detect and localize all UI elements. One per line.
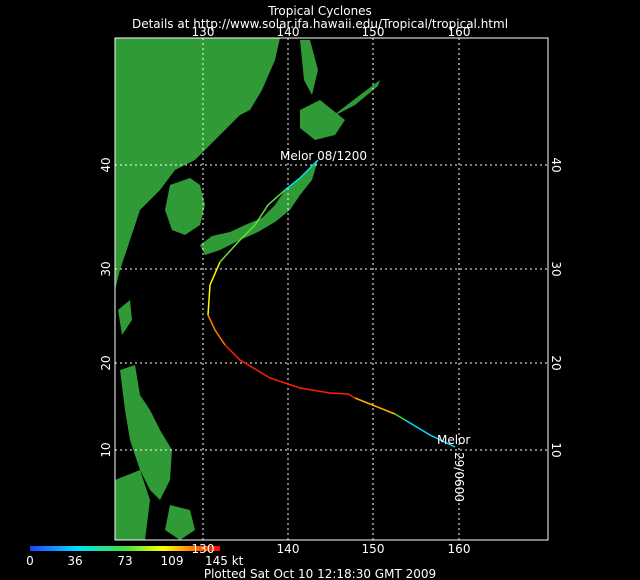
subtitle: Details at http://www.solar.ifa.hawaii.e… <box>132 17 508 31</box>
scale-label: 0 <box>26 554 34 568</box>
lat-label-right: 40 <box>549 157 563 172</box>
storm-start-time: 29/0600 <box>452 452 466 502</box>
scale-label: 109 <box>161 554 184 568</box>
scale-label: 73 <box>117 554 132 568</box>
lon-label-bottom: 130 <box>192 542 215 556</box>
color-scale <box>30 546 220 551</box>
lat-label-left: 20 <box>99 355 113 370</box>
lon-label-top: 140 <box>277 25 300 39</box>
lat-label-right: 20 <box>549 355 563 370</box>
map-frame <box>114 37 549 541</box>
lat-label-right: 30 <box>549 261 563 276</box>
land <box>115 38 380 540</box>
storm-end-label: Melor 08/1200 <box>280 149 367 163</box>
storm-start-label: Melor <box>437 433 470 447</box>
title: Tropical Cyclones <box>267 4 372 18</box>
lon-label-top: 160 <box>448 25 471 39</box>
lon-label-bottom: 150 <box>362 542 385 556</box>
lon-label-top: 130 <box>192 25 215 39</box>
lat-label-left: 30 <box>99 261 113 276</box>
lat-label-left: 40 <box>99 157 113 172</box>
scale-label: 36 <box>67 554 82 568</box>
lon-label-bottom: 140 <box>277 542 300 556</box>
lon-label-top: 150 <box>362 25 385 39</box>
lat-label-right: 10 <box>549 442 563 457</box>
scale-label: 145 kt <box>205 554 244 568</box>
storm-track <box>207 159 456 448</box>
footer: Plotted Sat Oct 10 12:18:30 GMT 2009 <box>204 567 436 580</box>
lat-label-left: 10 <box>99 442 113 457</box>
graticule <box>115 38 548 540</box>
lon-label-bottom: 160 <box>448 542 471 556</box>
